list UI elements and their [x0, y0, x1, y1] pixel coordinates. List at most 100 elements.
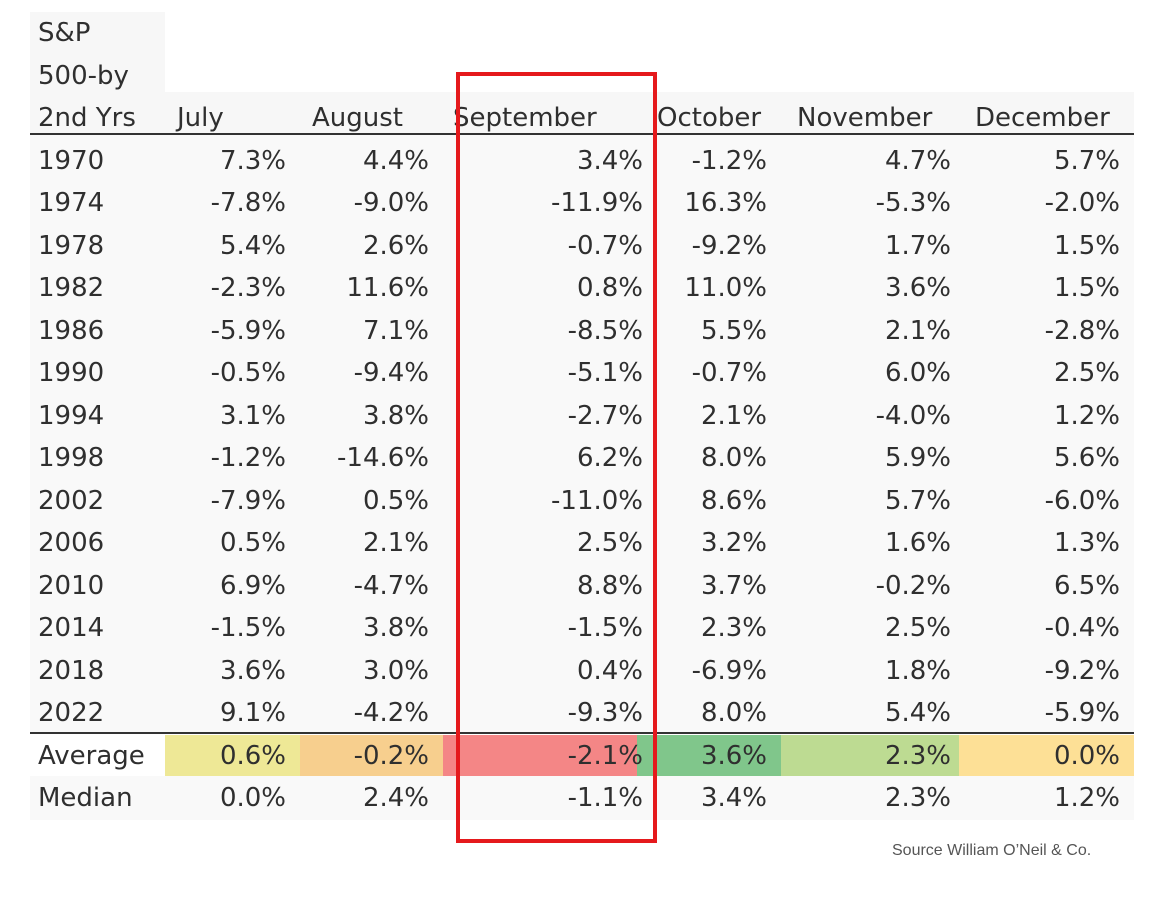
summary-average-december-value: 0.0% — [1053, 740, 1120, 771]
row-1982-december-value: 1.5% — [1053, 273, 1120, 303]
row-1990-november-value: 6.0% — [884, 358, 951, 388]
row-2002-july-value: -7.9% — [210, 485, 286, 516]
row-2002-label: 2002 — [38, 485, 105, 516]
row-2002-november-value: 5.7% — [884, 485, 951, 516]
row-1994-november-value: -4.0% — [875, 400, 951, 431]
row-1978-november-value: 1.7% — [884, 230, 951, 261]
row-1982-november-value: 3.6% — [884, 273, 951, 303]
column-header-october: October — [657, 103, 762, 133]
row-2022-july-value: 9.1% — [219, 698, 286, 728]
row-1974-september-value: -11.9% — [551, 188, 643, 218]
row-2014-label: 2014 — [38, 613, 105, 643]
row-1970-november-value: 4.7% — [884, 145, 951, 176]
summary-average-september-value: -2.1% — [567, 740, 643, 771]
row-1974-november-value: -5.3% — [875, 188, 951, 218]
row-2006-september-value: 2.5% — [576, 528, 643, 558]
row-1990-label: 1990 — [38, 358, 105, 388]
row-1978-september-value: -0.7% — [567, 230, 643, 261]
row-1970-august-value: 4.4% — [362, 145, 429, 176]
returns-table: S&P 500-by 2nd Yrs July August September… — [30, 12, 1134, 820]
source-note: Source William O’Neil & Co. — [892, 842, 1092, 859]
row-2006-december-value: 1.3% — [1053, 528, 1120, 558]
summary-average-october-value: 3.6% — [700, 740, 767, 771]
row-2022-october-value: 8.0% — [700, 698, 767, 728]
average-october-fill — [637, 735, 781, 776]
row-2022-september-value: -9.3% — [567, 698, 643, 728]
summary-median-august-value: 2.4% — [362, 783, 429, 813]
row-1986-october-value: 5.5% — [700, 315, 767, 346]
row-2018-august-value: 3.0% — [362, 655, 429, 686]
row-1994-december-value: 1.2% — [1053, 400, 1120, 431]
row-2018-label: 2018 — [38, 655, 105, 686]
row-1970-december-value: 5.7% — [1053, 145, 1120, 176]
row-1982-label: 1982 — [38, 273, 105, 303]
row-2022-august-value: -4.2% — [353, 698, 429, 728]
corner-label-line3: 2nd Yrs — [38, 103, 136, 133]
header-rule — [30, 133, 1134, 135]
row-2010-july-value: 6.9% — [219, 570, 286, 601]
row-1990-december-value: 2.5% — [1053, 358, 1120, 388]
row-2006-august-value: 2.1% — [362, 528, 429, 558]
row-2022-label: 2022 — [38, 698, 105, 728]
row-1970-label: 1970 — [38, 145, 105, 176]
row-2006-november-value: 1.6% — [884, 528, 951, 558]
row-2014-july-value: -1.5% — [210, 613, 286, 643]
row-2014-november-value: 2.5% — [884, 613, 951, 643]
row-1994-label: 1994 — [38, 400, 105, 431]
row-1974-august-value: -9.0% — [353, 188, 429, 218]
row-2018-september-value: 0.4% — [576, 655, 643, 686]
row-1982-july-value: -2.3% — [210, 273, 286, 303]
corner-label-line2: 500-by — [38, 60, 129, 91]
summary-median-november-value: 2.3% — [884, 783, 951, 813]
row-1998-july-value: -1.2% — [210, 443, 286, 473]
row-2006-july-value: 0.5% — [219, 528, 286, 558]
summary-rule — [30, 732, 1134, 734]
summary-average-november-value: 2.3% — [884, 740, 951, 771]
summary-median-october-value: 3.4% — [700, 783, 767, 813]
row-1994-august-value: 3.8% — [362, 400, 429, 431]
row-1994-july-value: 3.1% — [219, 400, 286, 431]
row-1986-december-value: -2.8% — [1044, 315, 1120, 346]
row-2018-december-value: -9.2% — [1044, 655, 1120, 686]
row-1990-july-value: -0.5% — [210, 358, 286, 388]
summary-median-label: Median — [38, 783, 133, 813]
header-background — [30, 92, 1134, 134]
row-1998-december-value: 5.6% — [1053, 443, 1120, 473]
corner-label-line1: S&P — [38, 18, 91, 48]
row-1974-label: 1974 — [38, 188, 105, 218]
row-1978-december-value: 1.5% — [1053, 230, 1120, 261]
row-1970-october-value: -1.2% — [691, 145, 767, 176]
header-spacer — [165, 12, 1134, 55]
row-2002-september-value: -11.0% — [551, 485, 643, 516]
data-background — [30, 135, 1134, 732]
row-1990-august-value: -9.4% — [353, 358, 429, 388]
column-header-july: July — [177, 103, 224, 133]
row-2014-august-value: 3.8% — [362, 613, 429, 643]
row-1974-july-value: -7.8% — [210, 188, 286, 218]
summary-average-august-value: -0.2% — [353, 740, 429, 771]
row-2006-label: 2006 — [38, 528, 105, 558]
row-1970-july-value: 7.3% — [219, 145, 286, 176]
row-2002-october-value: 8.6% — [700, 485, 767, 516]
summary-average-label: Average — [38, 740, 145, 771]
column-header-september: September — [453, 103, 597, 133]
row-1990-september-value: -5.1% — [567, 358, 643, 388]
summary-median-december-value: 1.2% — [1053, 783, 1120, 813]
average-november-fill — [781, 735, 959, 776]
row-1974-october-value: 16.3% — [684, 188, 767, 218]
row-1998-september-value: 6.2% — [576, 443, 643, 473]
row-2010-august-value: -4.7% — [353, 570, 429, 601]
row-1978-october-value: -9.2% — [691, 230, 767, 261]
row-2014-september-value: -1.5% — [567, 613, 643, 643]
average-september-fill — [443, 735, 637, 776]
average-december-fill — [959, 735, 1134, 776]
row-1994-october-value: 2.1% — [700, 400, 767, 431]
average-july-fill — [165, 735, 300, 776]
row-2010-september-value: 8.8% — [576, 570, 643, 601]
row-1978-august-value: 2.6% — [362, 230, 429, 261]
row-2010-label: 2010 — [38, 570, 105, 601]
row-1986-august-value: 7.1% — [362, 315, 429, 346]
row-1986-label: 1986 — [38, 315, 105, 346]
row-2010-october-value: 3.7% — [700, 570, 767, 601]
row-2010-december-value: 6.5% — [1053, 570, 1120, 601]
